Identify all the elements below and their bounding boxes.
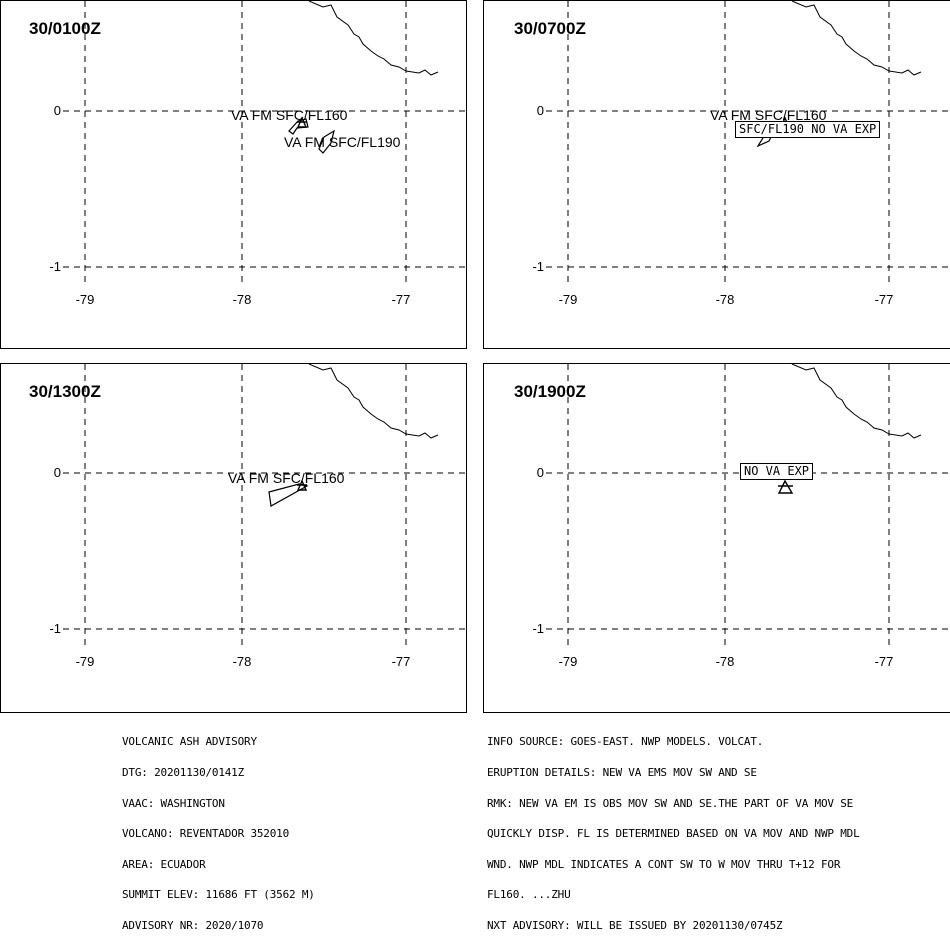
ash-label: VA FM SFC/FL160 [710, 107, 827, 123]
map-graphic [63, 364, 466, 649]
lat-label: 0 [53, 103, 61, 118]
advisory-line: VAAC: WASHINGTON [122, 796, 225, 810]
lat-label: -1 [49, 621, 61, 636]
coastline [308, 364, 439, 439]
panel-time: 30/1900Z [514, 382, 586, 401]
lon-label: -79 [558, 654, 578, 669]
ash-boxed-label: NO VA EXP [740, 463, 814, 480]
lat-label: -1 [532, 259, 544, 274]
lat-label: 0 [53, 465, 61, 480]
map-panel-4: 30/1900Z 0 -1 -79 -78 -77 NO VA EXP [483, 363, 950, 713]
lon-label: -78 [715, 292, 735, 307]
advisory-line: SUMMIT ELEV: 11686 FT (3562 M) [122, 888, 315, 902]
volcano-marker [777, 479, 794, 494]
lon-label: -79 [558, 292, 578, 307]
ash-label: VA FM SFC/FL190 [284, 134, 401, 150]
advisory-remarks: INFO SOURCE: GOES-EAST. NWP MODELS. VOLC… [487, 717, 860, 941]
advisory-line: FL160. ...ZHU [487, 888, 571, 902]
advisory-line: QUICKLY DISP. FL IS DETERMINED BASED ON … [487, 827, 860, 841]
advisory-line: AREA: ECUADOR [122, 857, 206, 871]
ash-boxed-label: SFC/FL190 NO VA EXP [735, 121, 881, 138]
advisory-line: VOLCANIC ASH ADVISORY [122, 735, 257, 749]
lon-label: -77 [391, 654, 411, 669]
lon-label: -77 [391, 292, 411, 307]
lon-label: -78 [232, 292, 252, 307]
map-graphic [63, 1, 466, 286]
map-panel-1: 30/0100Z 0 -1 -79 -78 -77 VA FM SFC/FL16… [0, 0, 467, 349]
ash-label: VA FM SFC/FL160 [228, 470, 345, 486]
advisory-header: VOLCANIC ASH ADVISORY DTG: 20201130/0141… [122, 717, 315, 941]
advisory-line: INFO SOURCE: GOES-EAST. NWP MODELS. VOLC… [487, 735, 764, 749]
advisory-line: ADVISORY NR: 2020/1070 [122, 919, 264, 933]
lon-label: -77 [874, 654, 894, 669]
ash-area [288, 118, 309, 135]
ash-area [268, 483, 309, 507]
advisory-line: DTG: 20201130/0141Z [122, 766, 245, 780]
panel-time: 30/1300Z [29, 382, 101, 401]
lon-label: -77 [874, 292, 894, 307]
advisory-line: NXT ADVISORY: WILL BE ISSUED BY 20201130… [487, 919, 783, 933]
lon-label: -78 [715, 654, 735, 669]
lat-label: -1 [49, 259, 61, 274]
volcano-marker [296, 116, 308, 128]
lon-label: -79 [75, 654, 95, 669]
advisory-line: WND. NWP MDL INDICATES A CONT SW TO W MO… [487, 857, 841, 871]
coastline [791, 364, 922, 439]
advisory-line: RMK: NEW VA EM IS OBS MOV SW AND SE.THE … [487, 796, 854, 810]
lon-label: -78 [232, 654, 252, 669]
lat-label: 0 [536, 103, 544, 118]
advisory-line: ERUPTION DETAILS: NEW VA EMS MOV SW AND … [487, 766, 757, 780]
lon-label: -79 [75, 292, 95, 307]
lat-label: -1 [532, 621, 544, 636]
volcano-marker [296, 479, 308, 491]
ash-area [318, 129, 335, 154]
panel-time: 30/0700Z [514, 19, 586, 38]
panel-time: 30/0100Z [29, 19, 101, 38]
map-panel-2: 30/0700Z 0 -1 -79 -78 -77 VA FM SFC/FL16… [483, 0, 950, 349]
ash-label: VA FM SFC/FL160 [231, 107, 348, 123]
advisory-line: VOLCANO: REVENTADOR 352010 [122, 827, 289, 841]
map-panel-3: 30/1300Z 0 -1 -79 -78 -77 VA FM SFC/FL16… [0, 363, 467, 713]
lat-label: 0 [536, 465, 544, 480]
coastline [308, 1, 439, 76]
coastline [791, 1, 922, 76]
